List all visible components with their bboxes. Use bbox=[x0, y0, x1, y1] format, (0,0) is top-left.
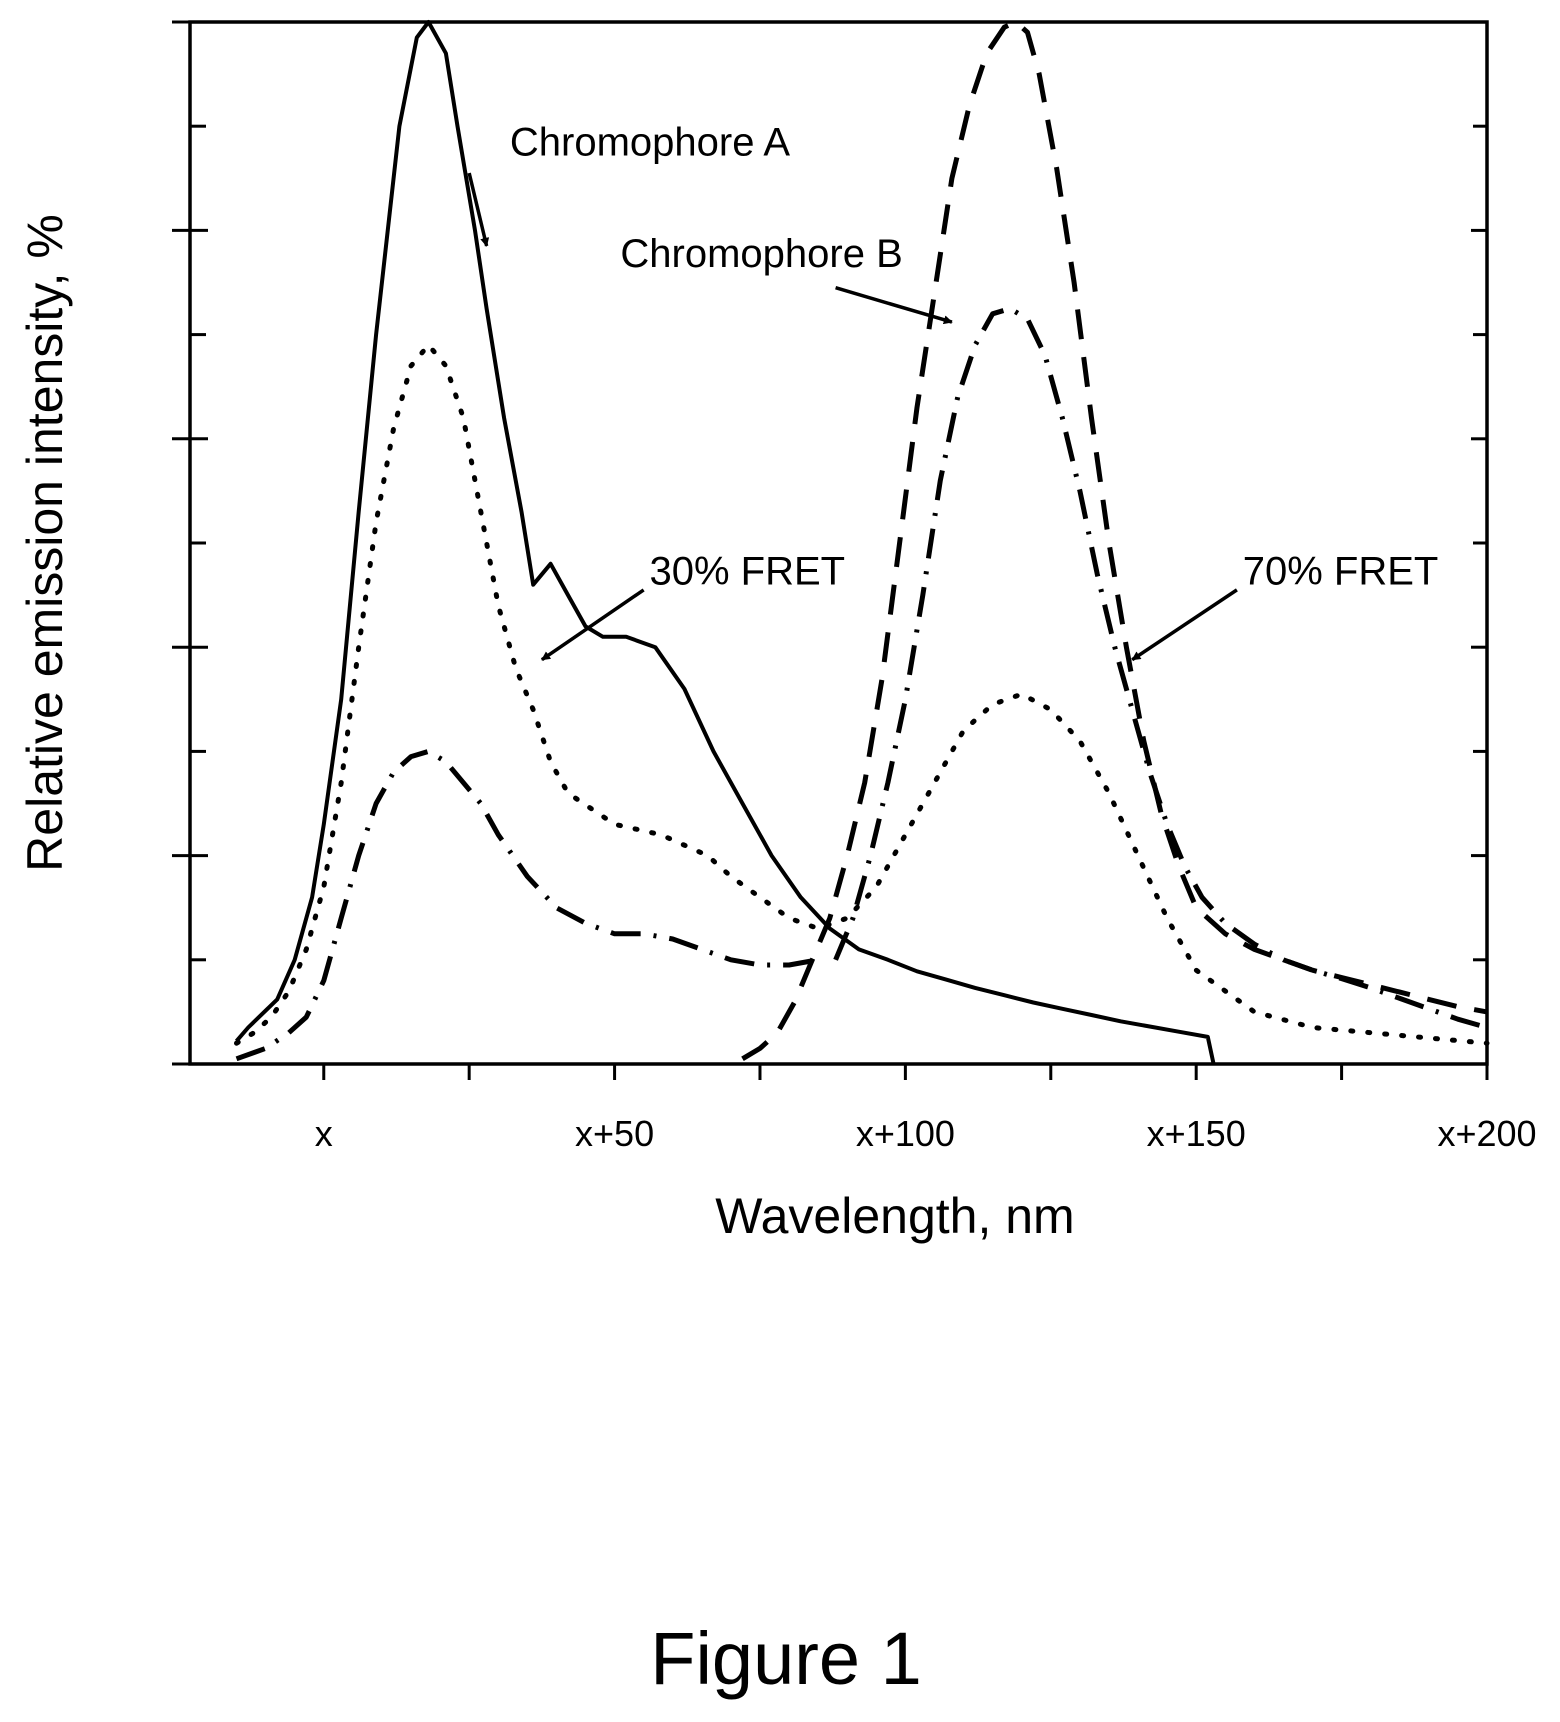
annotation-arrow-70-fret bbox=[1131, 588, 1238, 662]
x-tick-label: x+50 bbox=[575, 1113, 654, 1154]
y-axis-label: Relative emission intensity, % bbox=[17, 214, 73, 872]
annotation-chromophore-b: Chromophore B bbox=[620, 232, 902, 276]
annotation-arrow-chromophore-a bbox=[467, 172, 490, 247]
annotation-70-fret: 70% FRET bbox=[1243, 550, 1439, 594]
x-tick-label: x+200 bbox=[1437, 1113, 1536, 1154]
annotation-arrow-30-fret bbox=[540, 588, 645, 662]
series-line-1-solid bbox=[234, 20, 1216, 1065]
x-tick-labels: x x+50 x+100 x+150 x+200 bbox=[315, 1113, 1537, 1154]
x-tick-label: x+100 bbox=[856, 1113, 955, 1154]
series-line-5-dash-dot bbox=[833, 306, 1488, 1030]
x-tick-label: x bbox=[315, 1113, 333, 1154]
annotation-layer: Chromophore A Chromophore B 30% FRET 70% FR… bbox=[467, 120, 1439, 662]
series-line-4-dashed bbox=[741, 19, 1488, 1061]
series-line-3-dash-dot bbox=[235, 748, 819, 1062]
series-line-2-dotted bbox=[234, 342, 1490, 1046]
figure-caption: Figure 1 bbox=[650, 1617, 921, 1700]
x-tick-label: x+150 bbox=[1147, 1113, 1246, 1154]
plot-frame bbox=[188, 20, 1489, 1066]
x-axis-label: Wavelength, nm bbox=[715, 1188, 1074, 1244]
annotation-30-fret: 30% FRET bbox=[649, 550, 845, 594]
annotation-chromophore-a: Chromophore A bbox=[510, 120, 790, 164]
annotation-arrow-chromophore-b bbox=[835, 286, 953, 325]
series-layer bbox=[234, 19, 1490, 1065]
axis-ticks bbox=[172, 20, 1489, 1080]
